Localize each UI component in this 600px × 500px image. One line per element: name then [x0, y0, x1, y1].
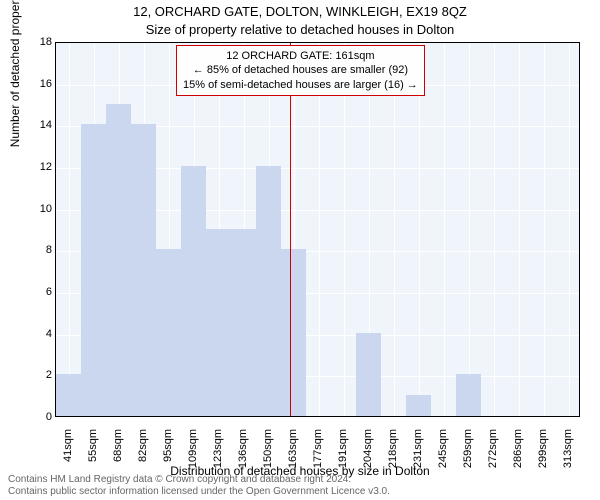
histogram-bar	[356, 333, 381, 416]
y-tick: 2	[22, 369, 52, 381]
x-tick: 313sqm	[562, 429, 574, 479]
x-tick: 109sqm	[187, 429, 199, 479]
y-tick: 4	[22, 328, 52, 340]
x-tick: 163sqm	[287, 429, 299, 479]
y-tick: 14	[22, 119, 52, 131]
y-tick: 0	[22, 411, 52, 423]
annotation-box: 12 ORCHARD GATE: 161sqm← 85% of detached…	[176, 45, 425, 96]
x-tick: 95sqm	[162, 429, 174, 479]
annot-line3: 15% of semi-detached houses are larger (…	[183, 78, 418, 92]
histogram-bar	[156, 249, 181, 416]
histogram-bar	[256, 166, 281, 416]
x-tick: 191sqm	[337, 429, 349, 479]
x-tick: 272sqm	[487, 429, 499, 479]
x-tick: 55sqm	[87, 429, 99, 479]
x-tick: 136sqm	[237, 429, 249, 479]
x-tick: 299sqm	[537, 429, 549, 479]
histogram-bar	[106, 104, 131, 417]
x-tick: 82sqm	[137, 429, 149, 479]
x-tick: 204sqm	[362, 429, 374, 479]
marker-line	[290, 43, 291, 416]
y-tick: 12	[22, 161, 52, 173]
x-tick: 68sqm	[112, 429, 124, 479]
y-tick: 16	[22, 78, 52, 90]
histogram-bar	[406, 395, 431, 416]
x-tick: 123sqm	[212, 429, 224, 479]
annot-line2: ← 85% of detached houses are smaller (92…	[183, 63, 418, 77]
x-tick: 259sqm	[462, 429, 474, 479]
histogram-bar	[456, 374, 481, 416]
footer-line2: Contains public sector information licen…	[8, 486, 390, 498]
chart-container: 12, ORCHARD GATE, DOLTON, WINKLEIGH, EX1…	[0, 0, 600, 500]
y-axis-label: Number of detached properties	[8, 0, 22, 147]
histogram-bar	[131, 124, 156, 416]
histogram-bar	[81, 124, 106, 416]
chart-title-address: 12, ORCHARD GATE, DOLTON, WINKLEIGH, EX1…	[0, 4, 600, 19]
y-tick: 8	[22, 244, 52, 256]
histogram-bar	[56, 374, 81, 416]
x-tick: 286sqm	[512, 429, 524, 479]
histogram-bar	[181, 166, 206, 416]
x-tick: 231sqm	[412, 429, 424, 479]
x-tick: 218sqm	[387, 429, 399, 479]
histogram-bar	[231, 229, 256, 417]
x-tick: 41sqm	[62, 429, 74, 479]
x-tick: 150sqm	[262, 429, 274, 479]
y-tick: 10	[22, 203, 52, 215]
x-tick: 245sqm	[437, 429, 449, 479]
x-tick: 177sqm	[312, 429, 324, 479]
chart-title-desc: Size of property relative to detached ho…	[0, 22, 600, 37]
histogram-bar	[206, 229, 231, 417]
histogram-bar	[281, 249, 306, 416]
y-tick: 6	[22, 286, 52, 298]
y-tick: 18	[22, 36, 52, 48]
annot-line1: 12 ORCHARD GATE: 161sqm	[183, 49, 418, 63]
plot-area: 12 ORCHARD GATE: 161sqm← 85% of detached…	[55, 42, 580, 417]
